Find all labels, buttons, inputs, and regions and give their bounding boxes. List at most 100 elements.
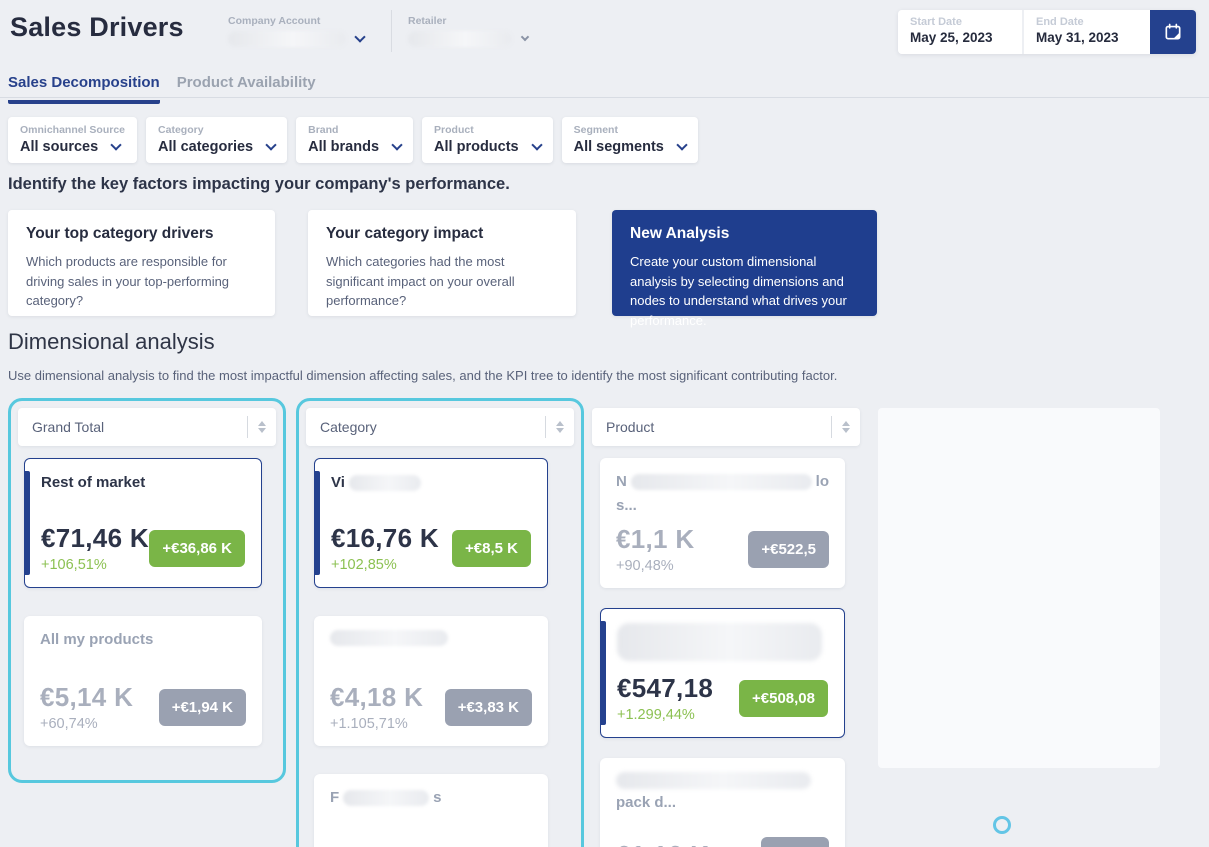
card-title: Your category impact	[326, 225, 484, 242]
next-dimension-placeholder	[878, 408, 1160, 768]
date-range-picker: Start Date May 25, 2023 End Date May 31,…	[898, 10, 1196, 54]
start-date-value: May 25, 2023	[910, 30, 993, 45]
column-header-label: Product	[606, 419, 655, 435]
card-percent: +90,48%	[616, 558, 674, 574]
card-value: €1,1 K	[616, 524, 695, 554]
filter-value: All categories	[158, 139, 254, 155]
sort-icon	[258, 421, 266, 433]
node-card-rest-of-market[interactable]: Rest of market €71,46 K +106,51% +€36,86…	[24, 458, 262, 588]
card-value: €16,76 K	[331, 523, 439, 553]
sort-control[interactable]	[545, 416, 564, 438]
node-card-all-my-products[interactable]: All my products €5,14 K +60,74% +€1,94 K	[24, 616, 262, 746]
end-date-field[interactable]: End Date May 31, 2023	[1024, 10, 1150, 54]
insight-cards: Your top category drivers Which products…	[8, 210, 877, 328]
delta-badge: +€3,83 K	[444, 688, 532, 726]
card-category-impact[interactable]: Your category impact Which categories ha…	[308, 210, 576, 316]
redacted-text	[330, 630, 448, 646]
filter-label: Product	[434, 124, 474, 136]
filter-label: Brand	[308, 124, 339, 136]
node-card-category-1[interactable]: Vi €16,76 K +102,85% +€8,5 K	[314, 458, 548, 588]
sort-icon	[556, 421, 564, 433]
card-new-analysis[interactable]: New Analysis Create your custom dimensio…	[612, 210, 877, 328]
card-top-category-drivers[interactable]: Your top category drivers Which products…	[8, 210, 275, 316]
card-description: Which products are responsible for drivi…	[26, 254, 230, 308]
column-header-product[interactable]: Product	[592, 408, 860, 446]
card-percent: +102,85%	[331, 557, 397, 573]
filter-category[interactable]: Category All categories	[146, 117, 288, 163]
redacted-text	[630, 474, 812, 491]
sort-control[interactable]	[247, 416, 266, 438]
card-name: pack d...	[616, 772, 829, 813]
delta-badge: +€1,94 K	[158, 688, 246, 726]
card-name: All my products	[40, 631, 154, 648]
company-account-label: Company Account	[228, 15, 321, 27]
card-value: €71,46 K	[41, 523, 149, 553]
header-divider	[545, 416, 546, 438]
card-value: €547,18	[617, 673, 714, 703]
card-percent: +60,74%	[40, 716, 98, 732]
header-divider	[831, 416, 832, 438]
card-description: Which categories had the most significan…	[326, 254, 515, 308]
sort-control[interactable]	[831, 416, 850, 438]
section-title: Dimensional analysis	[8, 329, 215, 354]
delta-badge: +€8,5 K	[452, 529, 531, 567]
header-divider	[391, 10, 392, 52]
card-title: New Analysis	[630, 225, 730, 242]
delta-badge: +€508,08	[739, 679, 828, 717]
filter-brand[interactable]: Brand All brands	[296, 117, 414, 163]
card-value: €4,18 K	[330, 682, 424, 712]
node-card-category-2[interactable]: €4,18 K +1.105,71% +€3,83 K	[314, 616, 548, 746]
redacted-text	[616, 772, 811, 789]
tab-product-availability[interactable]: Product Availability	[176, 74, 316, 91]
section-description: Use dimensional analysis to find the mos…	[8, 368, 838, 383]
end-date-value: May 31, 2023	[1036, 30, 1119, 45]
filter-label: Segment	[573, 124, 618, 136]
node-card-category-3[interactable]: Fs €5,74 K +€3,66 K	[314, 774, 548, 847]
chevron-down-icon	[265, 139, 277, 151]
redacted-text	[348, 475, 421, 492]
filter-product[interactable]: Product All products	[422, 117, 553, 163]
calendar-icon	[1165, 23, 1181, 40]
node-card-product-3[interactable]: pack d... €1,16 K +€455	[600, 758, 845, 847]
redacted-text	[617, 623, 822, 661]
chevron-down-icon	[676, 139, 688, 151]
retailer-label: Retailer	[408, 15, 447, 27]
column-header-category[interactable]: Category	[306, 408, 574, 446]
column-header-label: Category	[320, 419, 377, 435]
company-account-select[interactable]: Company Account	[228, 15, 378, 47]
card-name	[617, 623, 828, 661]
chevron-down-icon	[520, 32, 530, 42]
loading-spinner-icon	[993, 816, 1011, 834]
delta-badge: +€36,86 K	[149, 529, 245, 567]
chevron-down-icon	[530, 139, 543, 151]
filter-segment[interactable]: Segment All segments	[561, 117, 698, 163]
column-category: Category Vi €16,76 K +102,85% +€8,5 K €4…	[296, 398, 584, 847]
delta-badge: +€522,5	[748, 530, 829, 568]
chevron-down-icon	[391, 139, 403, 151]
column-grand-total: Grand Total Rest of market €71,46 K +106…	[8, 398, 286, 783]
node-card-product-2[interactable]: €547,18 +1.299,44% +€508,08	[600, 608, 845, 738]
filter-label: Omnichannel Source	[20, 124, 126, 136]
delta-badge: +€455	[760, 837, 829, 847]
card-percent: +1.105,71%	[330, 716, 408, 732]
redacted-company-account-value	[228, 31, 346, 47]
tab-sales-decomposition[interactable]: Sales Decomposition	[8, 74, 160, 104]
calendar-button[interactable]	[1150, 10, 1196, 54]
filter-omnichannel-source[interactable]: Omnichannel Source All sources	[8, 117, 138, 163]
retailer-select[interactable]: Retailer	[408, 15, 538, 47]
tab-bar: Sales Decomposition Product Availability	[8, 74, 316, 104]
card-description: Create your custom dimensional analysis …	[630, 254, 847, 328]
filter-label: Category	[158, 124, 204, 136]
filter-bar: Omnichannel Source All sources Category …	[8, 117, 698, 163]
header-divider	[247, 416, 248, 438]
filter-value: All sources	[20, 139, 99, 155]
start-date-field[interactable]: Start Date May 25, 2023	[898, 10, 1022, 54]
card-value: €1,16 K	[616, 840, 709, 847]
column-header-grand-total[interactable]: Grand Total	[18, 408, 276, 446]
filter-value: All segments	[573, 139, 664, 155]
card-name: Vi	[331, 473, 531, 493]
sort-icon	[842, 421, 850, 433]
